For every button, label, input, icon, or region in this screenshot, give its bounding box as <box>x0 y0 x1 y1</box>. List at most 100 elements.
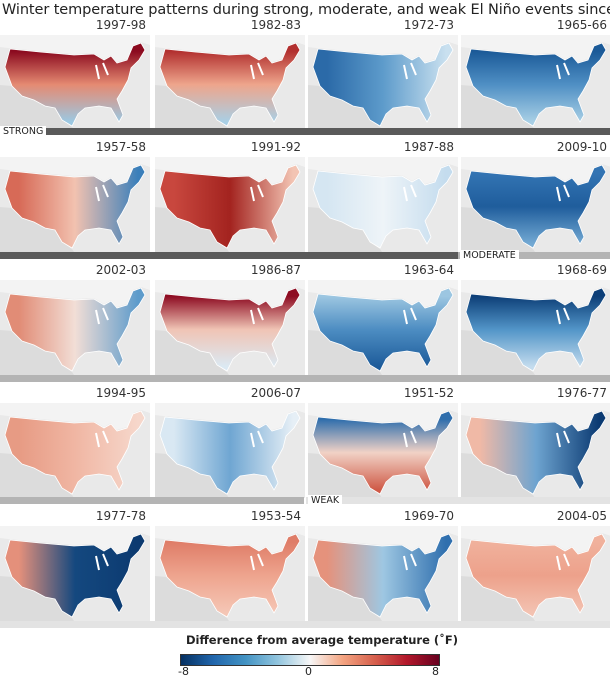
us-map-shape <box>465 533 607 618</box>
legend-mid-label: 0 <box>305 665 312 678</box>
year-label: 1965-66 <box>556 18 607 32</box>
great-lakes <box>403 430 417 448</box>
map-panel: 1972-73 <box>308 18 458 130</box>
moderate-label: MODERATE <box>460 250 519 261</box>
year-label: 1957-58 <box>95 140 146 154</box>
mexico-land <box>155 330 229 375</box>
map-panel: 1969-70 <box>308 509 458 621</box>
canada-land <box>461 403 610 430</box>
great-lakes <box>95 553 109 571</box>
us-map-shape <box>4 164 146 249</box>
us-map-shape <box>465 410 607 495</box>
moderate-bar: MODERATE <box>0 250 610 261</box>
canada-land <box>0 403 150 430</box>
map-panel: 1951-52 <box>308 386 458 498</box>
mexico-land <box>461 207 535 252</box>
mexico-land <box>308 576 382 621</box>
weak-bar-2 <box>0 621 610 628</box>
map-panel: 2009-10 <box>461 140 610 252</box>
strong-bar-segment <box>0 128 610 135</box>
temperature-map <box>308 526 458 621</box>
great-lakes <box>95 62 109 80</box>
great-lakes <box>556 307 570 325</box>
weak-bar: WEAK <box>0 495 610 506</box>
mexico-land <box>461 453 535 498</box>
great-lakes <box>250 553 264 571</box>
great-lakes <box>250 62 264 80</box>
great-lakes <box>556 62 570 80</box>
mexico-land <box>308 330 382 375</box>
year-label: 1953-54 <box>250 509 301 523</box>
canada-land <box>461 35 610 62</box>
map-panel: 1986-87 <box>155 263 305 375</box>
map-panel: 1991-92 <box>155 140 305 252</box>
temperature-map <box>461 35 610 130</box>
temperature-map <box>461 157 610 252</box>
temperature-map <box>155 526 305 621</box>
year-label: 2004-05 <box>556 509 607 523</box>
temperature-map <box>308 157 458 252</box>
great-lakes <box>95 184 109 202</box>
map-panel: 1997-98 <box>0 18 150 130</box>
us-map-shape <box>4 410 146 495</box>
map-panel: 2006-07 <box>155 386 305 498</box>
year-label: 1994-95 <box>95 386 146 400</box>
page-title: Winter temperature patterns during stron… <box>2 2 610 18</box>
temperature-map <box>0 403 150 498</box>
us-map-shape <box>312 164 454 249</box>
mexico-land <box>0 453 74 498</box>
moderate-bar-2 <box>0 375 610 382</box>
us-map-shape <box>4 533 146 618</box>
weak-bar-segment <box>0 621 610 628</box>
temperature-map <box>0 157 150 252</box>
us-map-shape <box>159 410 301 495</box>
canada-land <box>308 157 458 184</box>
temperature-map <box>0 280 150 375</box>
mexico-land <box>155 453 229 498</box>
map-panel: 2004-05 <box>461 509 610 621</box>
temperature-map <box>461 526 610 621</box>
weak-label: WEAK <box>308 495 343 506</box>
us-map-shape <box>4 287 146 372</box>
temperature-map <box>308 280 458 375</box>
weak-bar-segment <box>306 497 610 504</box>
us-map-shape <box>159 287 301 372</box>
temperature-map <box>0 35 150 130</box>
canada-land <box>0 157 150 184</box>
mexico-land <box>0 576 74 621</box>
canada-land <box>461 157 610 184</box>
great-lakes <box>403 553 417 571</box>
temperature-map <box>308 35 458 130</box>
great-lakes <box>403 184 417 202</box>
canada-land <box>308 403 458 430</box>
great-lakes <box>556 553 570 571</box>
map-panel: 1965-66 <box>461 18 610 130</box>
moderate-bar-segment <box>0 375 610 382</box>
map-panel: 2002-03 <box>0 263 150 375</box>
great-lakes <box>250 430 264 448</box>
us-map-shape <box>159 42 301 127</box>
mexico-land <box>0 85 74 130</box>
mexico-land <box>308 207 382 252</box>
year-label: 2009-10 <box>556 140 607 154</box>
year-label: 1968-69 <box>556 263 607 277</box>
map-panel: 1994-95 <box>0 386 150 498</box>
canada-land <box>155 526 305 553</box>
great-lakes <box>403 307 417 325</box>
canada-land <box>0 35 150 62</box>
us-map-shape <box>159 533 301 618</box>
us-map-shape <box>465 42 607 127</box>
great-lakes <box>250 184 264 202</box>
mexico-land <box>0 207 74 252</box>
mexico-land <box>461 576 535 621</box>
year-label: 1969-70 <box>403 509 454 523</box>
map-panel: 1976-77 <box>461 386 610 498</box>
great-lakes <box>95 430 109 448</box>
us-map-shape <box>465 287 607 372</box>
mexico-land <box>308 453 382 498</box>
canada-land <box>308 526 458 553</box>
mexico-land <box>155 207 229 252</box>
canada-land <box>155 403 305 430</box>
great-lakes <box>403 62 417 80</box>
